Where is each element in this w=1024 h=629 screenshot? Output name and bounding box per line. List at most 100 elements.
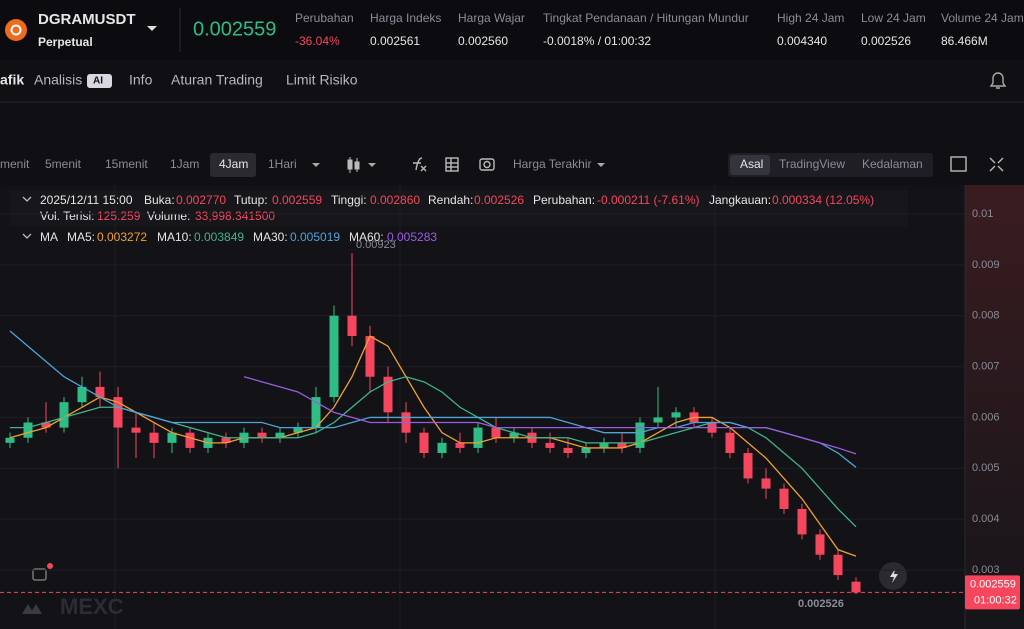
candle-body <box>329 315 339 398</box>
candle-body <box>491 427 501 438</box>
tab[interactable]: Aturan Trading <box>171 72 263 88</box>
candle-body <box>761 478 771 489</box>
candle-body <box>347 315 357 337</box>
volume-label: Vol. Terisi: <box>40 209 94 223</box>
volume-value: 125.259 <box>97 209 141 223</box>
candle-body <box>635 422 645 448</box>
interval[interactable]: 1Hari <box>268 157 297 171</box>
price-source[interactable]: Harga Terakhir <box>513 157 591 171</box>
candle-body <box>617 442 627 448</box>
contract-type: Perpetual <box>38 35 93 49</box>
info-bg <box>10 190 908 226</box>
y-tick-label: 0.004 <box>972 513 1000 525</box>
stat-label: Harga Wajar <box>458 11 525 25</box>
legend-value: 0.005283 <box>387 230 437 244</box>
active-view-bg <box>730 155 770 175</box>
info-value: 0.002770 <box>176 193 226 207</box>
candle-body <box>167 432 177 443</box>
tab[interactable]: afik <box>0 72 24 88</box>
candle-body <box>365 336 375 377</box>
volume-value: 33,998.341500 <box>195 209 275 223</box>
y-tick-label: 0.009 <box>972 259 1000 271</box>
price-source-dropdown[interactable] <box>597 163 605 167</box>
interval[interactable]: 5menit <box>45 157 82 171</box>
collapse-arrows[interactable] <box>22 196 32 239</box>
ma-line <box>9 330 857 468</box>
legend-label: MA30: <box>253 230 288 244</box>
candle-body <box>95 386 105 398</box>
logo-mark <box>10 24 22 36</box>
interval[interactable]: 4Jam <box>219 157 248 171</box>
candle-body <box>851 581 861 593</box>
window-icon[interactable] <box>950 156 967 172</box>
view-option[interactable]: Kedalaman <box>862 157 923 171</box>
bottom-left-icon[interactable] <box>32 568 47 581</box>
interval-dropdown[interactable] <box>312 163 320 167</box>
candle-body <box>257 432 267 438</box>
candle-body <box>149 432 159 443</box>
candle-body <box>275 432 285 438</box>
candle-body <box>131 427 141 433</box>
info-value: -0.000211 (-7.61%) <box>597 193 700 207</box>
stat-label: Perubahan <box>295 11 354 25</box>
indicator-icon[interactable] <box>413 157 427 172</box>
candle-time: 2025/12/11 15:00 <box>40 193 133 207</box>
symbol-dropdown[interactable] <box>147 26 157 31</box>
candle-icon[interactable] <box>347 157 360 173</box>
interval[interactable]: 1Jam <box>170 157 199 171</box>
legend-value: 0.003272 <box>97 230 147 244</box>
chart-type-dropdown[interactable] <box>368 163 376 167</box>
legend-label: MA5: <box>67 230 95 244</box>
candle-body <box>59 402 69 428</box>
stat-value: -0.0018% / 01:00:32 <box>543 34 651 48</box>
stat-value: 0.002561 <box>370 34 420 48</box>
legend-value: 0.003849 <box>194 230 244 244</box>
info-label: Perubahan: <box>533 193 595 207</box>
ma-line <box>9 335 857 557</box>
candle-body <box>545 442 555 448</box>
candle-body <box>563 447 573 454</box>
y-tick-label: 0.007 <box>972 360 1000 372</box>
info-value: 0.000334 (12.05%) <box>772 193 874 207</box>
high-label: 0.00923 <box>356 239 396 251</box>
header-bg <box>0 0 1024 60</box>
info-value: 0.002526 <box>474 193 524 207</box>
candle-body <box>815 534 825 555</box>
candle-body <box>113 397 123 428</box>
price-axis-bg <box>965 185 1024 629</box>
stat-value: 0.002526 <box>861 34 911 48</box>
tab[interactable]: Analisis <box>34 72 82 88</box>
candle-body <box>581 447 591 454</box>
candle-body <box>779 488 789 509</box>
tabs-bg <box>0 60 1024 102</box>
tab[interactable]: Limit Risiko <box>286 72 358 88</box>
view-option[interactable]: TradingView <box>779 157 845 171</box>
y-tick-label: 0.005 <box>972 462 1000 474</box>
fullscreen-icon[interactable] <box>989 157 1004 172</box>
candle-body <box>311 397 321 428</box>
watermark-logo <box>22 604 42 614</box>
candle-body <box>437 442 447 454</box>
plot-bg <box>0 185 965 629</box>
view-switch-bg <box>728 153 933 177</box>
stat-label: Low 24 Jam <box>861 11 926 25</box>
info-label: Rendah: <box>428 193 473 207</box>
last-price: 0.002559 <box>193 18 276 40</box>
interval[interactable]: menit <box>0 157 30 171</box>
bell-icon[interactable] <box>989 72 1007 89</box>
symbol: DGRAMUSDT <box>38 11 136 28</box>
low-label: 0.002526 <box>798 598 844 610</box>
interval[interactable]: 15menit <box>105 157 148 171</box>
layout-icon[interactable] <box>445 157 459 172</box>
candle-body <box>23 422 33 438</box>
candle-body <box>797 508 807 535</box>
watermark: MEXC <box>60 594 124 619</box>
candle-body <box>41 422 51 428</box>
notification-dot <box>47 563 53 569</box>
stat-value: 86.466M <box>941 34 988 48</box>
camera-icon[interactable] <box>479 158 495 171</box>
view-option[interactable]: Asal <box>740 157 763 171</box>
tab[interactable]: Info <box>129 72 153 88</box>
